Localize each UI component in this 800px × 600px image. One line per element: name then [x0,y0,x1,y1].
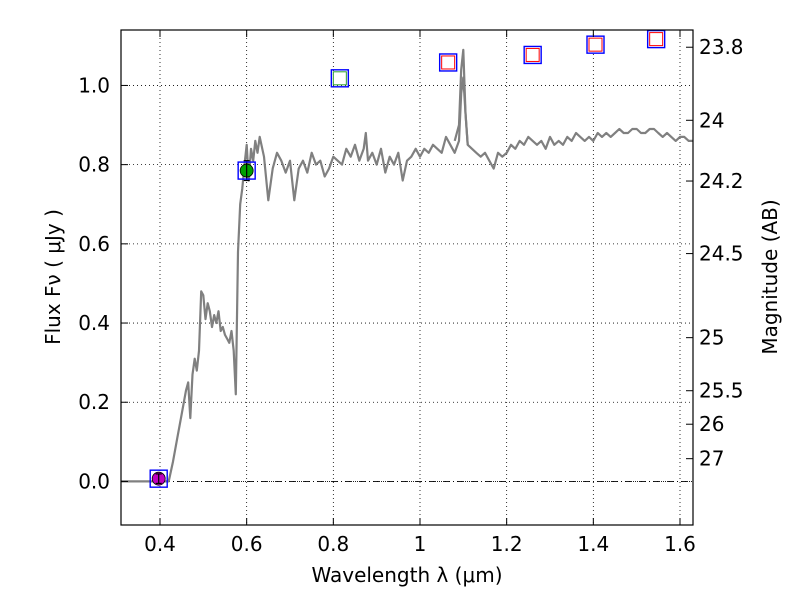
model-photometry-square [523,45,542,65]
magnitude-tick-label: 25.5 [699,379,744,403]
y-axis-title-left: Flux Fν ( μJy ) [41,209,65,345]
model-photometry-square [149,469,168,488]
emission-line-spike [453,48,469,145]
model-spectrum-line [121,76,693,483]
magnitude-tick-label: 24.5 [699,242,744,266]
x-tick-label: 0.4 [144,532,176,556]
y-tick-label: 1.0 [78,73,110,97]
y-axis-title-right: Magnitude (AB) [758,199,782,354]
x-tick-label: 0.8 [317,532,349,556]
y-tick-label: 0.0 [78,469,110,493]
magnitude-tick-label: 26 [699,412,724,436]
model-photometry-square [646,29,666,49]
inner-photometry-square [441,55,456,70]
magnitude-tick-label: 23.8 [699,35,744,59]
x-tick-label: 0.6 [231,532,263,556]
y-tick-label: 0.2 [78,390,110,414]
magnitude-tick-label: 24 [699,108,724,132]
y-tick-label: 0.6 [78,232,110,256]
y-tick-label: 0.8 [78,153,110,177]
model-photometry-square [330,69,350,88]
inner-photometry-square [525,47,540,62]
inner-photometry-square [332,71,347,86]
model-photometry-square [237,161,256,180]
marker-layer [149,29,666,488]
y-tick-label: 0.4 [78,311,110,335]
magnitude-tick-label: 24.2 [699,169,744,193]
magnitude-tick-label: 25 [699,326,724,350]
inner-photometry-square [588,37,603,52]
ticks [121,30,693,525]
spectrum-layer [121,48,693,483]
x-tick-label: 1.4 [577,532,609,556]
plot-frame [120,29,694,526]
plot-background [121,30,693,525]
model-photometry-square [586,35,605,54]
x-tick-label: 1.6 [664,532,696,556]
tick-labels: 0.4 0.6 0.8 1 1.2 1.4 1.6 0.0 0.2 0.4 0.6 0.8 1.0 23.… [78,35,743,556]
model-photometry-square [438,53,458,72]
x-axis-title: Wavelength λ (μm) [311,563,502,587]
inner-photometry-square [649,32,664,47]
x-tick-label: 1 [414,532,427,556]
magnitude-tick-label: 27 [699,447,724,471]
x-tick-label: 1.2 [491,532,523,556]
